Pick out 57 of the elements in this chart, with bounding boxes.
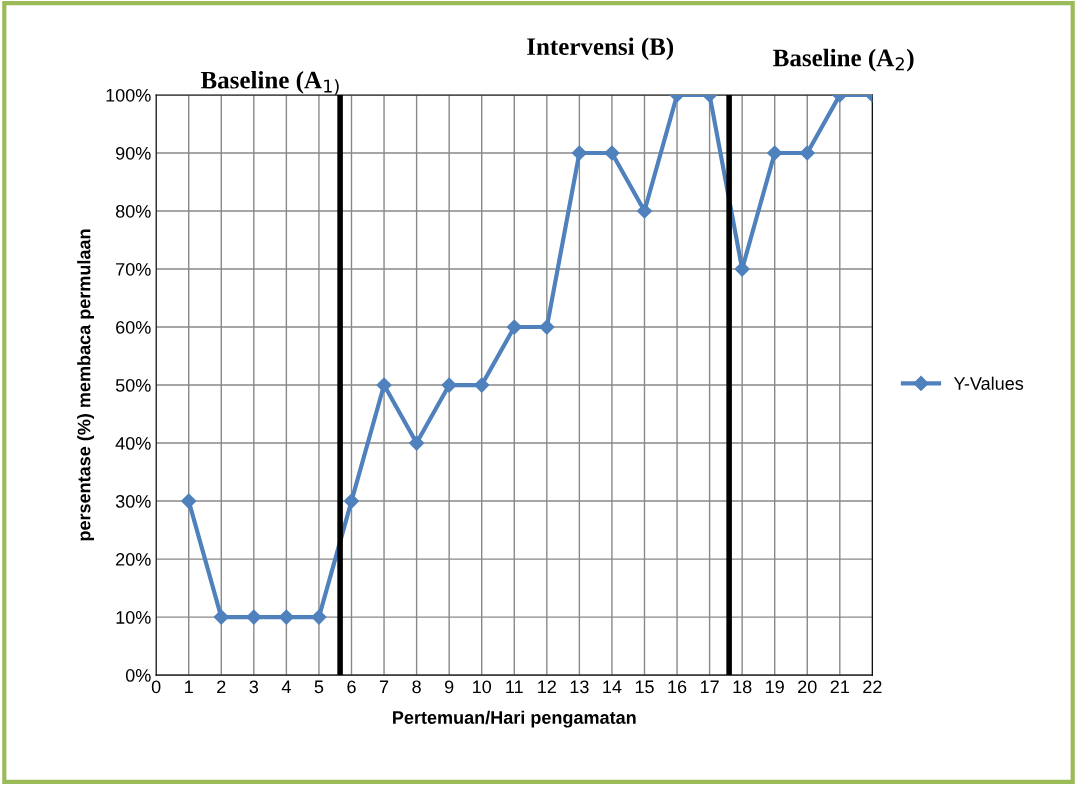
y-tick-label: 30% — [115, 495, 151, 508]
y-tick-label: 0% — [125, 669, 151, 682]
x-tick-label: 21 — [830, 680, 849, 694]
y-tick-label: 70% — [116, 262, 151, 276]
y-tick-label: 60% — [116, 320, 151, 334]
point — [571, 145, 587, 161]
x-tick-label: 5 — [314, 680, 324, 694]
point — [409, 435, 425, 451]
x-axis-title: Pertemuan/Hari pengamatan — [393, 710, 636, 728]
x-tick-label: 15 — [635, 680, 654, 694]
x-tick-label: 3 — [249, 680, 259, 694]
y-axis-title: persentase (%) membaca permulaan — [77, 229, 95, 541]
y-tick-label: 20% — [116, 553, 151, 566]
x-tick-label: 18 — [733, 680, 752, 694]
x-tick-label: 19 — [766, 680, 784, 694]
text: Baseline (A$_{1)}$ — [200, 70, 339, 95]
point — [799, 145, 815, 161]
x-tick-label: 12 — [538, 680, 556, 694]
x-tick-label: 16 — [668, 680, 687, 694]
y-tick-label: 80% — [115, 204, 151, 218]
point — [539, 319, 555, 335]
point — [278, 609, 294, 625]
x-tick-label: 11 — [506, 680, 523, 694]
y-tick-label: 10% — [116, 611, 151, 624]
x-tick-label: 22 — [863, 680, 882, 694]
point — [343, 493, 360, 509]
point — [246, 609, 262, 625]
point — [441, 377, 457, 393]
y-tick-label: 50% — [115, 378, 151, 392]
x-tick-label: 1 — [185, 680, 193, 694]
point — [213, 609, 229, 625]
x-tick-label: 13 — [570, 680, 589, 694]
x-tick-label: 9 — [444, 680, 454, 694]
legend-label: Y-Values — [953, 376, 1024, 390]
point — [181, 493, 197, 509]
point — [506, 319, 522, 335]
x-tick-label: 0 — [151, 680, 161, 694]
x-tick-label: 17 — [700, 680, 719, 694]
y-tick-label: 40% — [115, 436, 151, 450]
y-tick-label: 100% — [106, 88, 151, 102]
x-tick-label: 10 — [473, 680, 492, 694]
point — [604, 145, 620, 161]
y-tick-label: 90% — [116, 146, 151, 160]
point — [311, 609, 327, 625]
point — [767, 145, 783, 161]
point — [474, 377, 490, 393]
x-tick-label: 20 — [798, 680, 817, 694]
point — [376, 377, 392, 393]
text: Baseline (A$_{2}$) — [773, 48, 914, 72]
text: Intervensi (B) — [527, 37, 674, 61]
point — [636, 203, 653, 219]
x-tick-label: 2 — [217, 680, 226, 694]
x-tick-label: 7 — [379, 680, 389, 694]
x-tick-label: 8 — [412, 680, 421, 694]
x-tick-label: 6 — [347, 680, 356, 694]
x-tick-label: 14 — [603, 680, 622, 694]
x-tick-label: 4 — [281, 680, 291, 694]
